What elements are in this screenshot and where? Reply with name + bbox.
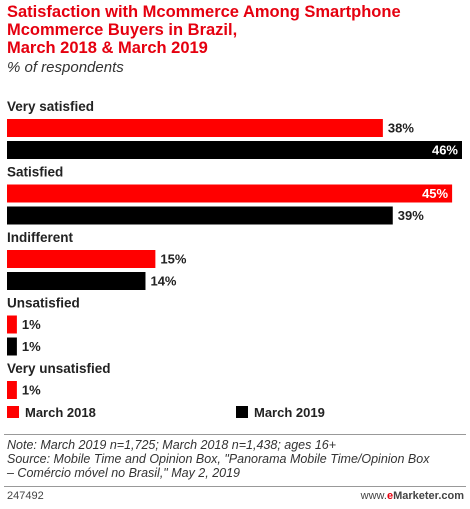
category-label-indifferent: Indifferent xyxy=(7,230,74,245)
legend-swatch-black xyxy=(236,406,248,418)
bar-satisfied-march-2018 xyxy=(7,184,453,203)
bar-indifferent-march-2018 xyxy=(7,250,156,268)
bar-unsatisfied-march-2018 xyxy=(7,315,17,334)
bar-satisfied-march-2019 xyxy=(7,206,393,225)
category-label-very-satisfied: Very satisfied xyxy=(7,99,94,114)
bar-very-satisfied-march-2019 xyxy=(7,141,462,159)
legend-label-march-2018: March 2018 xyxy=(25,405,96,420)
value-label-indifferent-march-2018: 15% xyxy=(160,252,186,267)
brand-e: e xyxy=(386,490,394,502)
value-label-very-satisfied-march-2018: 38% xyxy=(388,121,414,136)
footnote-source-line-1: Source: Mobile Time and Opinion Box, "Pa… xyxy=(7,452,430,466)
note-divider xyxy=(4,434,466,435)
bar-indifferent-march-2019 xyxy=(7,272,146,290)
brand-suffix: Marketer.com xyxy=(393,490,464,502)
value-label-very-satisfied-march-2019: 46% xyxy=(432,143,458,158)
footnote-note: Note: March 2019 n=1,725; March 2018 n=1… xyxy=(7,438,337,452)
chart-title: Satisfaction with Mcommerce Among Smartp… xyxy=(7,3,462,57)
footnote: Note: March 2019 n=1,725; March 2018 n=1… xyxy=(7,438,465,480)
value-label-indifferent-march-2019: 14% xyxy=(150,274,176,289)
legend-swatch-red xyxy=(7,406,19,418)
category-label-very-unsatisfied: Very unsatisfied xyxy=(7,361,111,376)
value-label-very-unsatisfied-march-2018: 1% xyxy=(22,383,41,398)
chart-title-line-3: March 2018 & March 2019 xyxy=(7,39,208,57)
bar-chart: Very satisfied 38% 46% Satisfied 45% 39% Indif… xyxy=(7,99,462,399)
category-label-unsatisfied: Unsatisfied xyxy=(7,296,80,311)
footnote-source-line-2: – Comércio móvel no Brasil," May 2, 2019 xyxy=(7,466,241,480)
bar-very-satisfied-march-2018 xyxy=(7,119,383,137)
category-label-satisfied: Satisfied xyxy=(7,165,63,180)
bar-very-unsatisfied-march-2018 xyxy=(7,381,17,399)
legend-item-march-2018: March 2018 xyxy=(7,405,96,420)
value-label-unsatisfied-march-2018: 1% xyxy=(22,317,41,332)
chart-subtitle: % of respondents xyxy=(7,59,124,76)
chart-id: 247492 xyxy=(7,490,44,502)
chart-title-line-2: Mcommerce Buyers in Brazil, xyxy=(7,21,238,39)
footer-divider xyxy=(4,486,466,487)
legend-label-march-2019: March 2019 xyxy=(254,405,325,420)
legend-item-march-2019: March 2019 xyxy=(236,405,325,420)
chart-title-line-1: Satisfaction with Mcommerce Among Smartp… xyxy=(7,3,401,21)
bar-unsatisfied-march-2019 xyxy=(7,337,17,356)
value-label-satisfied-march-2018: 45% xyxy=(422,186,448,201)
brand-url: www.eMarketer.com xyxy=(361,490,464,502)
brand-prefix: www. xyxy=(360,490,387,502)
value-label-satisfied-march-2019: 39% xyxy=(398,208,424,223)
value-label-unsatisfied-march-2019: 1% xyxy=(22,339,41,354)
